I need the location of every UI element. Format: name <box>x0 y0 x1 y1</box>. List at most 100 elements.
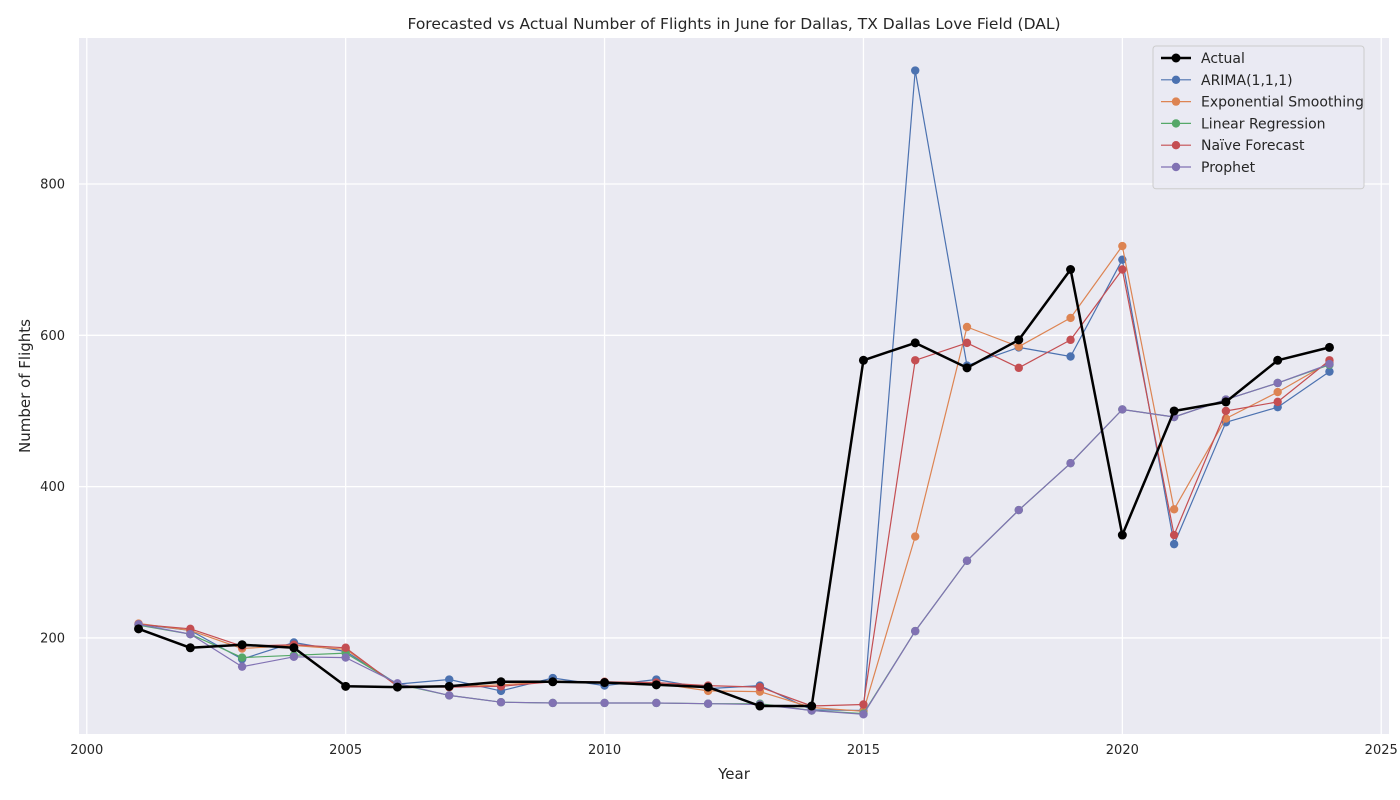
data-point <box>703 682 713 692</box>
data-point <box>1273 397 1282 407</box>
data-point <box>1273 387 1282 397</box>
data-point <box>1118 241 1127 251</box>
legend-swatch-marker <box>1171 97 1181 106</box>
legend-label: Linear Regression <box>1201 116 1326 132</box>
series-line <box>138 245 1330 712</box>
data-point <box>755 701 765 711</box>
data-point <box>1325 367 1334 376</box>
data-point <box>1117 530 1127 540</box>
data-point <box>1325 359 1334 369</box>
data-point <box>859 710 868 719</box>
x-tick-label: 2010 <box>588 743 621 758</box>
y-tick-label: 600 <box>40 329 65 344</box>
legend-swatch-marker <box>1171 53 1181 63</box>
data-point <box>1324 342 1334 352</box>
data-point <box>962 322 972 332</box>
data-point <box>600 698 609 708</box>
y-tick-label: 400 <box>40 480 65 495</box>
data-point <box>1273 378 1282 388</box>
data-point <box>1169 539 1179 549</box>
series-line <box>138 69 1330 712</box>
data-point <box>1169 530 1179 540</box>
x-tick-label: 2025 <box>1365 743 1398 758</box>
data-point <box>652 698 661 708</box>
x-axis-ticks: 2000 2005 2010 2015 2020 2025 <box>70 743 1398 758</box>
legend-label: Naïve Forecast <box>1201 138 1305 154</box>
data-point <box>911 66 920 75</box>
data-point <box>1014 505 1023 515</box>
data-point <box>1066 264 1076 274</box>
legend-swatch-marker <box>1171 162 1181 172</box>
data-point <box>1014 342 1023 351</box>
data-point <box>1066 458 1075 468</box>
legend-label: Prophet <box>1201 160 1256 176</box>
legend-item: Prophet <box>1161 160 1256 176</box>
data-point <box>392 682 402 692</box>
data-point <box>289 652 299 662</box>
data-point <box>341 643 350 652</box>
data-point <box>186 629 195 639</box>
legend-item: Naïve Forecast <box>1161 138 1305 154</box>
data-point <box>911 356 920 365</box>
data-point <box>600 678 610 688</box>
data-point <box>445 675 454 684</box>
legend: Actual ARIMA(1,1,1) Exponential Smoothing L… <box>1152 45 1365 190</box>
data-point <box>1169 406 1179 416</box>
y-axis-label: Number of Flights <box>16 319 34 453</box>
x-tick-label: 2020 <box>1106 743 1139 758</box>
data-point <box>807 701 817 711</box>
data-point <box>548 698 557 708</box>
data-point <box>289 643 299 653</box>
y-tick-label: 200 <box>40 631 65 646</box>
y-tick-label: 800 <box>40 178 65 193</box>
legend-label: Actual <box>1201 51 1245 67</box>
data-point <box>911 626 920 636</box>
legend-label: ARIMA(1,1,1) <box>1201 73 1293 89</box>
data-point <box>1066 313 1075 323</box>
data-point <box>1014 363 1023 373</box>
data-point <box>185 643 195 653</box>
data-point <box>1118 265 1127 274</box>
data-point <box>859 700 868 709</box>
series-line <box>138 363 1330 715</box>
legend-swatch-marker <box>1171 119 1181 128</box>
data-point <box>134 624 144 634</box>
grid <box>79 38 1389 734</box>
data-point <box>237 662 247 671</box>
legend-swatch-marker <box>1171 141 1181 150</box>
data-point <box>1221 406 1231 416</box>
data-point <box>703 699 713 708</box>
x-tick-label: 2005 <box>329 743 362 758</box>
data-point <box>237 640 247 650</box>
series-line <box>138 268 1330 708</box>
data-point <box>910 338 920 348</box>
x-tick-label: 2000 <box>70 743 103 758</box>
data-point <box>962 338 972 348</box>
data-point <box>1014 335 1024 345</box>
data-point <box>445 691 454 700</box>
data-point <box>1169 505 1179 514</box>
legend-item: ARIMA(1,1,1) <box>1161 73 1293 89</box>
series-line <box>138 268 1330 707</box>
series-layer <box>134 66 1334 719</box>
chart-title: Forecasted vs Actual Number of Flights i… <box>407 15 1060 33</box>
data-point <box>1221 397 1231 407</box>
data-point <box>496 698 506 707</box>
data-point <box>496 677 506 687</box>
data-point <box>1118 405 1127 414</box>
legend-item: Actual <box>1161 51 1245 67</box>
data-point <box>341 653 350 662</box>
data-point <box>858 355 868 365</box>
data-point <box>444 681 454 691</box>
legend-item: Exponential Smoothing <box>1161 95 1364 111</box>
series-actual <box>134 264 1334 711</box>
data-point <box>1066 335 1075 345</box>
data-point <box>962 556 972 565</box>
legend-item: Linear Regression <box>1161 116 1326 132</box>
y-axis-ticks: 200 400 600 800 <box>40 178 65 647</box>
data-point <box>1066 352 1075 361</box>
x-axis-label: Year <box>717 765 751 783</box>
data-point <box>341 681 351 691</box>
data-point <box>911 532 920 541</box>
